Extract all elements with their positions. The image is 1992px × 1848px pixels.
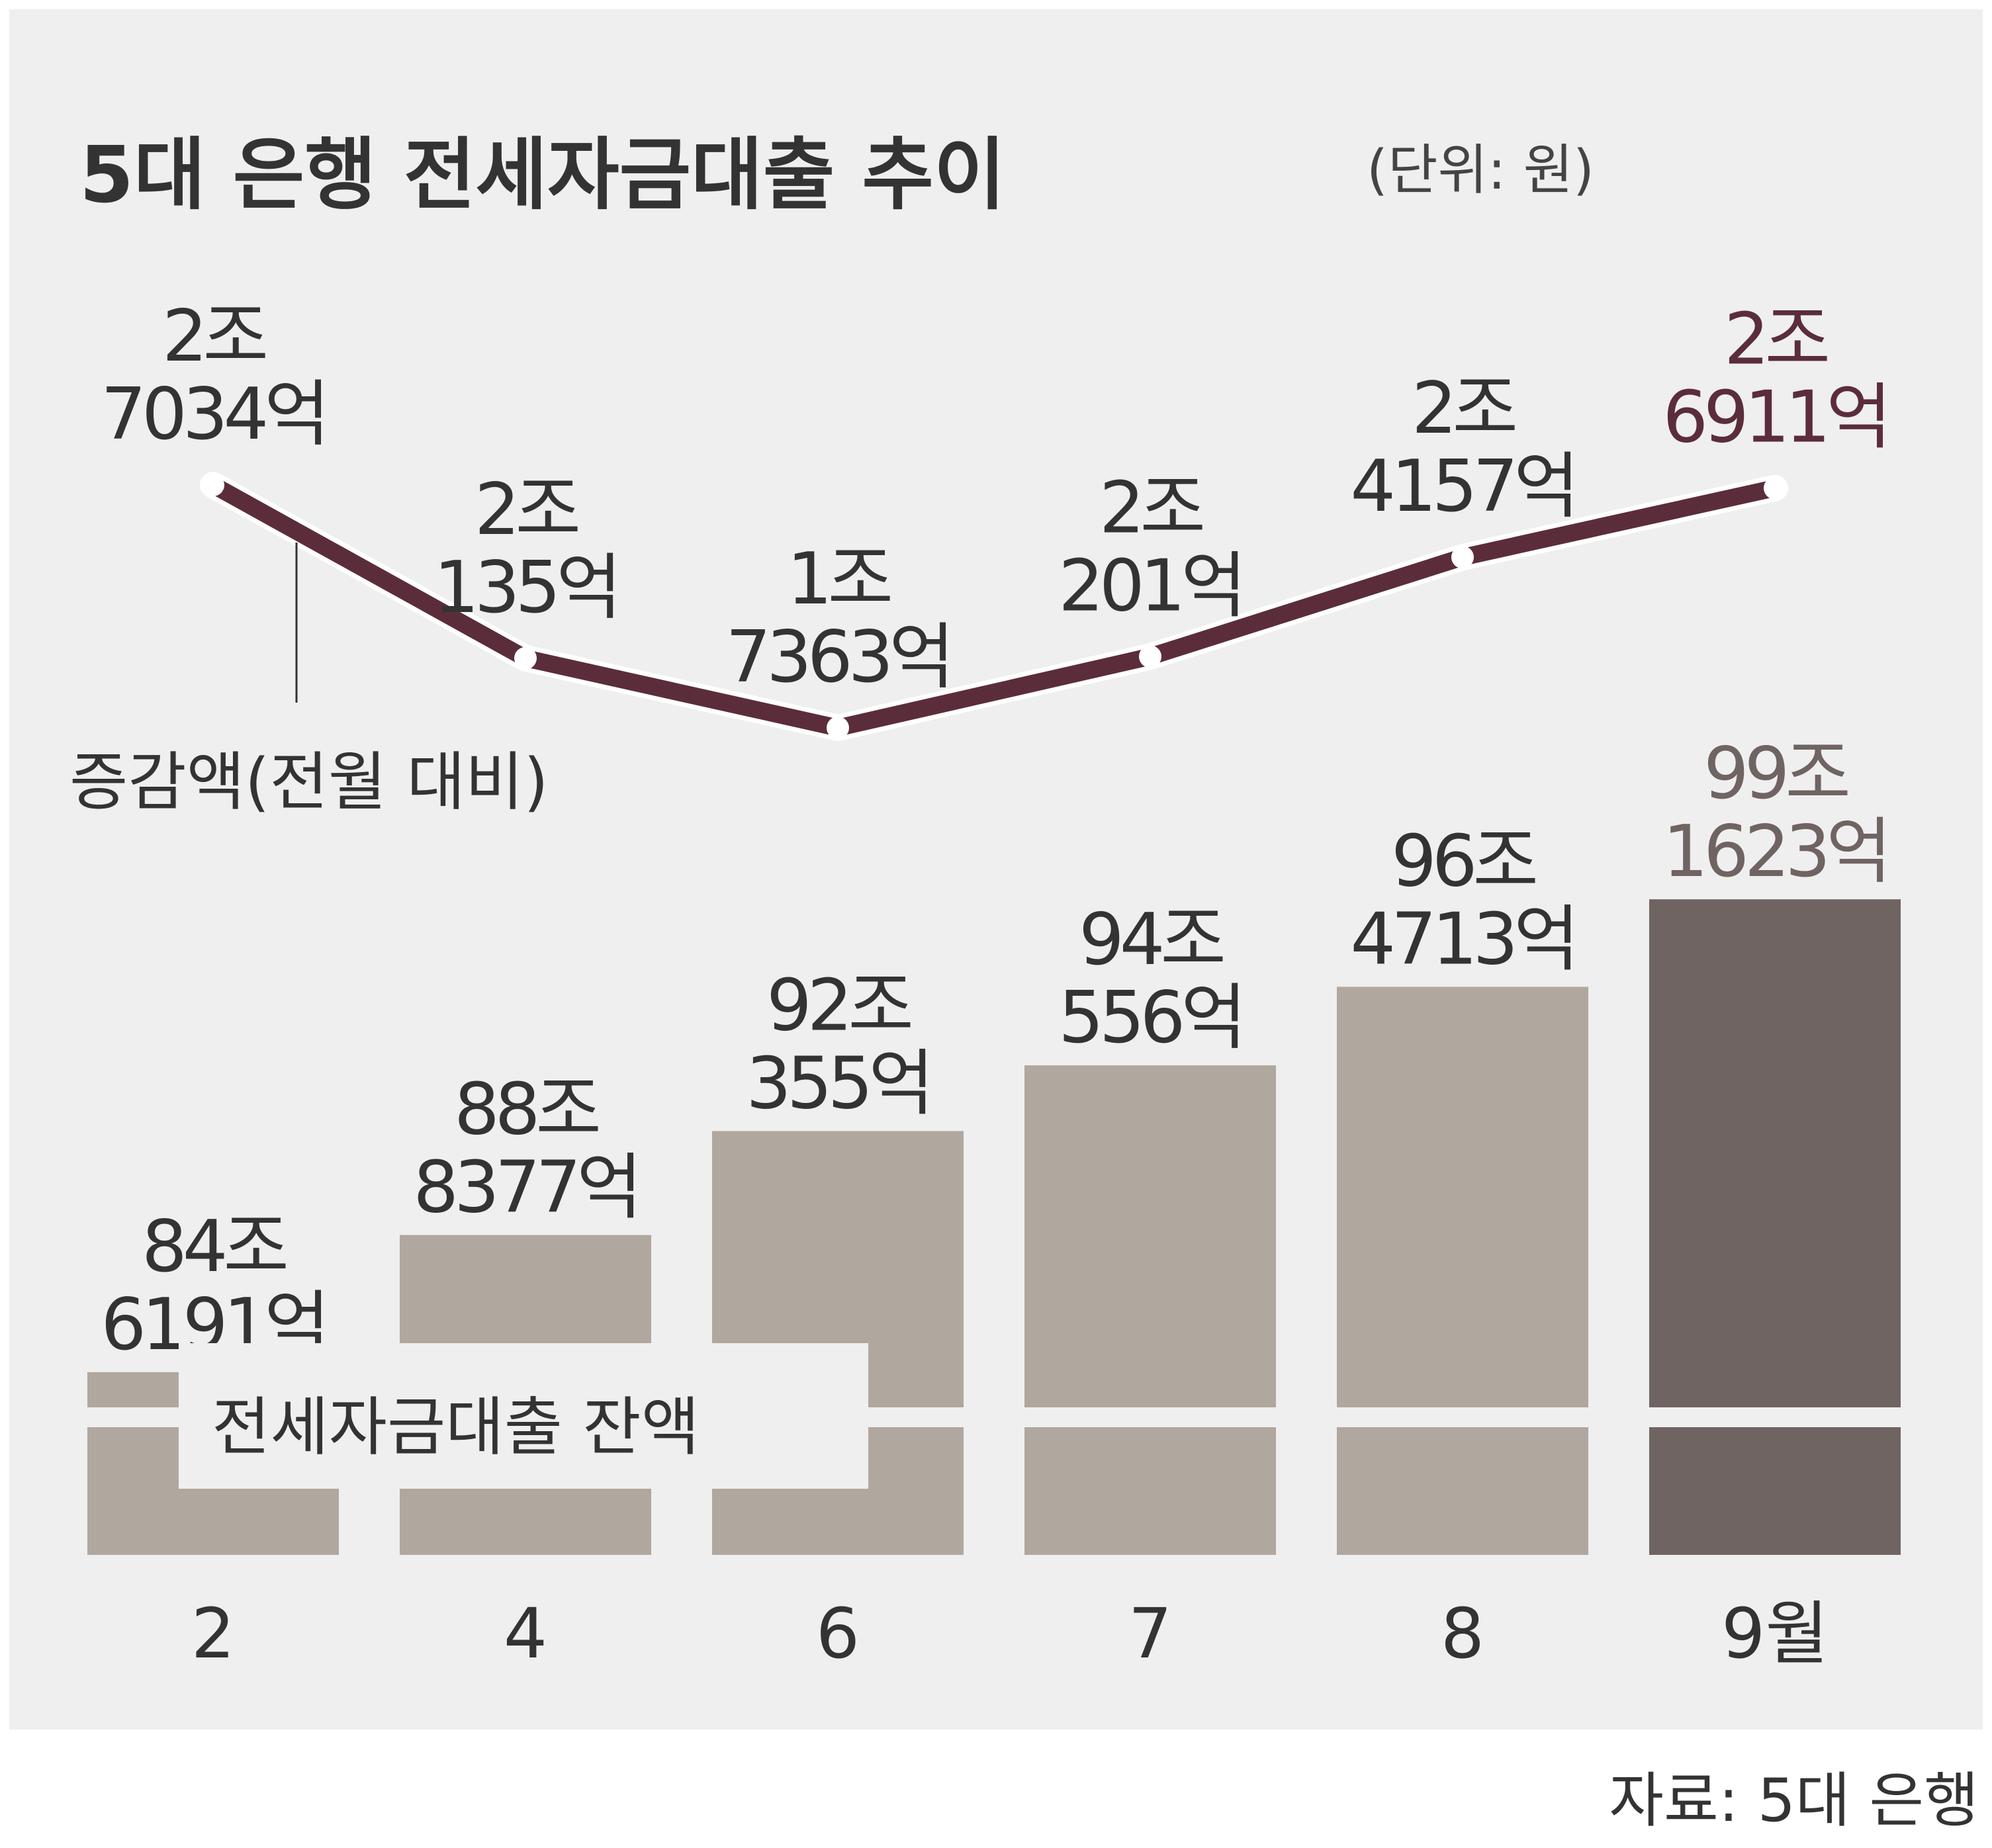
bar-value-label-4-eok: 556억: [1058, 977, 1242, 1059]
legend-label: 전세자금대출 잔액: [212, 1390, 700, 1464]
line-series: [200, 472, 1788, 741]
line-value-label-3-jo: 1조: [787, 538, 890, 621]
legend-background: [179, 1343, 868, 1489]
bar-value-label-2-eok: 8377억: [413, 1147, 637, 1229]
bar-4: [1024, 1065, 1276, 1555]
line-value-label-2-jo: 2조: [475, 468, 578, 551]
line-value-label-6-jo: 2조: [1724, 298, 1827, 381]
x-tick-label-4: 7: [1128, 1593, 1172, 1674]
legend-box: 전세자금대출 잔액: [179, 1343, 868, 1489]
line-value-label-5-eok: 4157억: [1350, 445, 1574, 528]
bar-value-label-2-jo: 88조: [454, 1069, 598, 1151]
x-axis-ticks: 2 4 6 7 8 9월: [191, 1593, 1829, 1674]
line-annotation: 증감액(전월 대비): [69, 745, 549, 819]
bar-value-label-5-jo: 96조: [1391, 820, 1535, 902]
bar-6: [1649, 899, 1901, 1555]
line-point-3: [827, 717, 849, 739]
line-value-label-1-jo: 2조: [162, 295, 265, 378]
line-value-label-5-jo: 2조: [1412, 367, 1515, 450]
bar-break-gap-5: [1334, 1407, 1591, 1427]
line-point-2: [514, 646, 537, 670]
line-value-label-4-jo: 2조: [1099, 466, 1202, 549]
line-value-label-2-eok: 135억: [433, 547, 617, 629]
line-value-label-4-eok: 201억: [1058, 545, 1242, 627]
line-value-label-3-eok: 7363억: [725, 616, 950, 699]
unit-note: (단위: 원): [1367, 139, 1594, 202]
bar-value-label-6-eok: 1623억: [1662, 811, 1887, 893]
x-tick-label-2: 4: [504, 1593, 547, 1674]
line-path: [204, 476, 1784, 736]
bar-value-label-4-jo: 94조: [1079, 899, 1222, 981]
bar-value-label-3-jo: 92조: [766, 964, 910, 1047]
x-tick-label-1: 2: [191, 1593, 235, 1674]
chart-title: 5대 은행 전세자금대출 추이: [79, 129, 1006, 220]
x-tick-label-6: 9월: [1721, 1593, 1829, 1674]
bar-break-gap-4: [1022, 1407, 1279, 1427]
bar-3: [712, 1131, 964, 1555]
x-tick-label-5: 8: [1441, 1593, 1484, 1674]
bar-value-label-3-eok: 355억: [746, 1042, 930, 1125]
bar-5: [1337, 987, 1588, 1555]
line-value-label-6-eok: 6911억: [1662, 376, 1887, 459]
line-point-1: [202, 474, 224, 496]
line-point-6: [1764, 476, 1786, 500]
bar-value-label-6-jo: 99조: [1703, 732, 1847, 815]
bar-value-label-5-eok: 4713억: [1350, 898, 1574, 981]
line-point-5: [1451, 546, 1474, 569]
line-point-4: [1139, 645, 1161, 668]
bar-value-label-1-jo: 84조: [142, 1206, 285, 1288]
source-note: 자료: 5대 은행: [1609, 1766, 1979, 1835]
line-value-label-1-eok: 7034억: [101, 373, 325, 456]
x-tick-label-3: 6: [816, 1593, 860, 1674]
bar-break-gap-6: [1647, 1407, 1903, 1427]
